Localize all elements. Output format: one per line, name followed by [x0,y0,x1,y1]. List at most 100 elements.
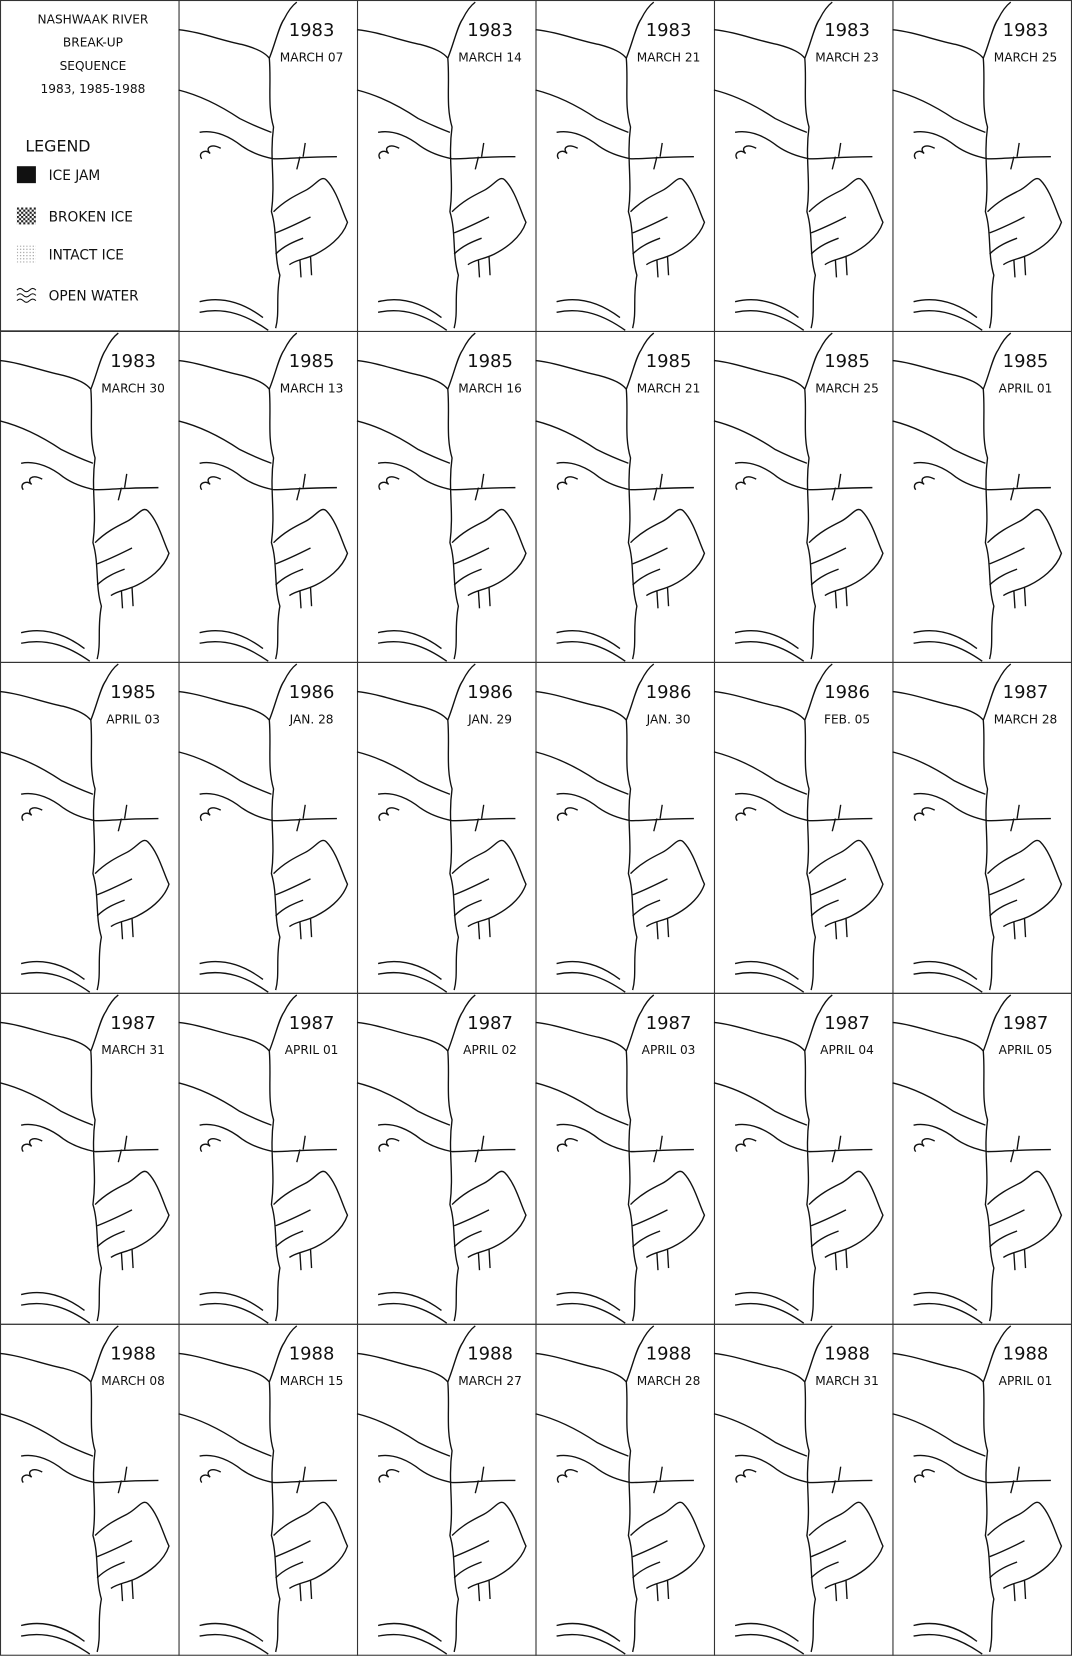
cell-border [1,1,179,331]
title-line: BREAK-UP [63,36,123,50]
panel-year: 1988 [824,1344,870,1365]
panel-date: APRIL 02 [463,1043,517,1057]
map-panel: 1983 MARCH 07 [178,1,357,332]
title-line: SEQUENCE [60,59,127,73]
map-panel: 1988 MARCH 15 [178,1324,357,1655]
map-panel: 1987 MARCH 31 [0,993,179,1324]
panel-date: MARCH 28 [637,1374,701,1388]
panel-date: APRIL 01 [999,381,1053,395]
map-panel: 1987 APRIL 01 [178,993,357,1324]
panel-year: 1986 [824,682,870,703]
panel-year: 1987 [824,1013,870,1034]
panel-year: 1985 [1003,351,1049,372]
title-line: NASHWAAK RIVER [38,12,149,26]
panel-date: MARCH 27 [458,1374,522,1388]
panel-year: 1985 [110,682,156,703]
panel-year: 1987 [1003,682,1049,703]
panel-year: 1983 [646,20,692,41]
panel-date: APRIL 04 [820,1043,874,1057]
legend-cell: NASHWAAK RIVER BREAK-UP SEQUENCE 1983, 1… [1,1,179,331]
panel-year: 1985 [824,351,870,372]
map-panel: 1986 JAN. 30 [535,662,714,993]
map-panel: 1988 MARCH 28 [535,1324,714,1655]
panel-year: 1987 [289,1013,335,1034]
panel-date: MARCH 21 [637,381,701,395]
legend-label: OPEN WATER [49,289,140,305]
panel-year: 1985 [467,351,513,372]
map-panel: 1986 FEB. 05 [714,662,893,993]
legend-label: BROKEN ICE [49,209,133,225]
legend-icon [17,246,36,263]
map-panel: 1983 MARCH 30 [0,331,179,662]
legend-icon [17,166,36,183]
map-panel: 1983 MARCH 25 [892,1,1071,332]
panel-date: JAN. 30 [646,712,691,726]
legend-icon [17,288,36,302]
map-panel: 1985 MARCH 21 [535,331,714,662]
panel-year: 1985 [289,351,335,372]
legend-label: ICE JAM [49,168,101,184]
panel-year: 1987 [646,1013,692,1034]
panel-date: APRIL 01 [285,1043,339,1057]
panel-year: 1988 [646,1344,692,1365]
panel-year: 1987 [110,1013,156,1034]
panel-year: 1988 [467,1344,513,1365]
map-panel: 1983 MARCH 23 [714,1,893,332]
page: NASHWAAK RIVER BREAK-UP SEQUENCE 1983, 1… [0,0,1072,1660]
panel-date: FEB. 05 [824,712,870,726]
map-panel: 1985 APRIL 01 [892,331,1071,662]
legend-title: LEGEND [25,136,90,155]
map-panel: 1985 MARCH 13 [178,331,357,662]
map-panel: 1988 MARCH 31 [714,1324,893,1655]
panel-date: MARCH 31 [815,1374,879,1388]
panel-year: 1985 [646,351,692,372]
panel-year: 1986 [467,682,513,703]
map-panel: 1985 APRIL 03 [0,662,179,993]
panel-date: MARCH 21 [637,50,701,64]
map-panel: 1987 MARCH 28 [892,662,1071,993]
panel-year: 1987 [1003,1013,1049,1034]
panel-date: APRIL 05 [999,1043,1053,1057]
panel-date: MARCH 31 [101,1043,165,1057]
map-panel: 1987 APRIL 02 [357,993,536,1324]
map-panel: 1986 JAN. 28 [178,662,357,993]
panel-year: 1983 [289,20,335,41]
panel-year: 1986 [289,682,335,703]
map-panel: 1988 MARCH 27 [357,1324,536,1655]
panel-date: MARCH 15 [280,1374,344,1388]
map-panel: 1987 APRIL 03 [535,993,714,1324]
panel-year: 1988 [1003,1344,1049,1365]
panel-year: 1986 [646,682,692,703]
map-panel: 1987 APRIL 05 [892,993,1071,1324]
panel-date: JAN. 28 [289,712,334,726]
panel-date: MARCH 13 [280,381,344,395]
legend-label: INTACT ICE [49,247,124,263]
panel-date: APRIL 03 [106,712,160,726]
panel-year: 1987 [467,1013,513,1034]
panel-date: MARCH 25 [815,381,879,395]
map-panel: 1986 JAN. 29 [357,662,536,993]
panel-year: 1988 [289,1344,335,1365]
panel-date: MARCH 08 [101,1374,165,1388]
panel-date: MARCH 25 [994,50,1058,64]
panel-date: MARCH 07 [280,50,344,64]
map-panel: 1988 APRIL 01 [892,1324,1071,1655]
panel-date: MARCH 23 [815,50,879,64]
title-line: 1983, 1985-1988 [41,82,146,96]
map-panel: 1988 MARCH 08 [0,1324,179,1655]
map-panel: 1987 APRIL 04 [714,993,893,1324]
panel-date: MARCH 28 [994,712,1058,726]
panel-date: APRIL 01 [999,1374,1053,1388]
map-panel: 1983 MARCH 14 [357,1,536,332]
panel-year: 1983 [110,351,156,372]
panel-year: 1983 [467,20,513,41]
panel-date: APRIL 03 [642,1043,696,1057]
panel-date: MARCH 16 [458,381,522,395]
panel-date: MARCH 14 [458,50,522,64]
panel-year: 1988 [110,1344,156,1365]
panel-date: MARCH 30 [101,381,165,395]
panel-year: 1983 [824,20,870,41]
map-grid: NASHWAAK RIVER BREAK-UP SEQUENCE 1983, 1… [0,0,1072,1660]
panel-date: JAN. 29 [467,712,512,726]
panel-year: 1983 [1003,20,1049,41]
